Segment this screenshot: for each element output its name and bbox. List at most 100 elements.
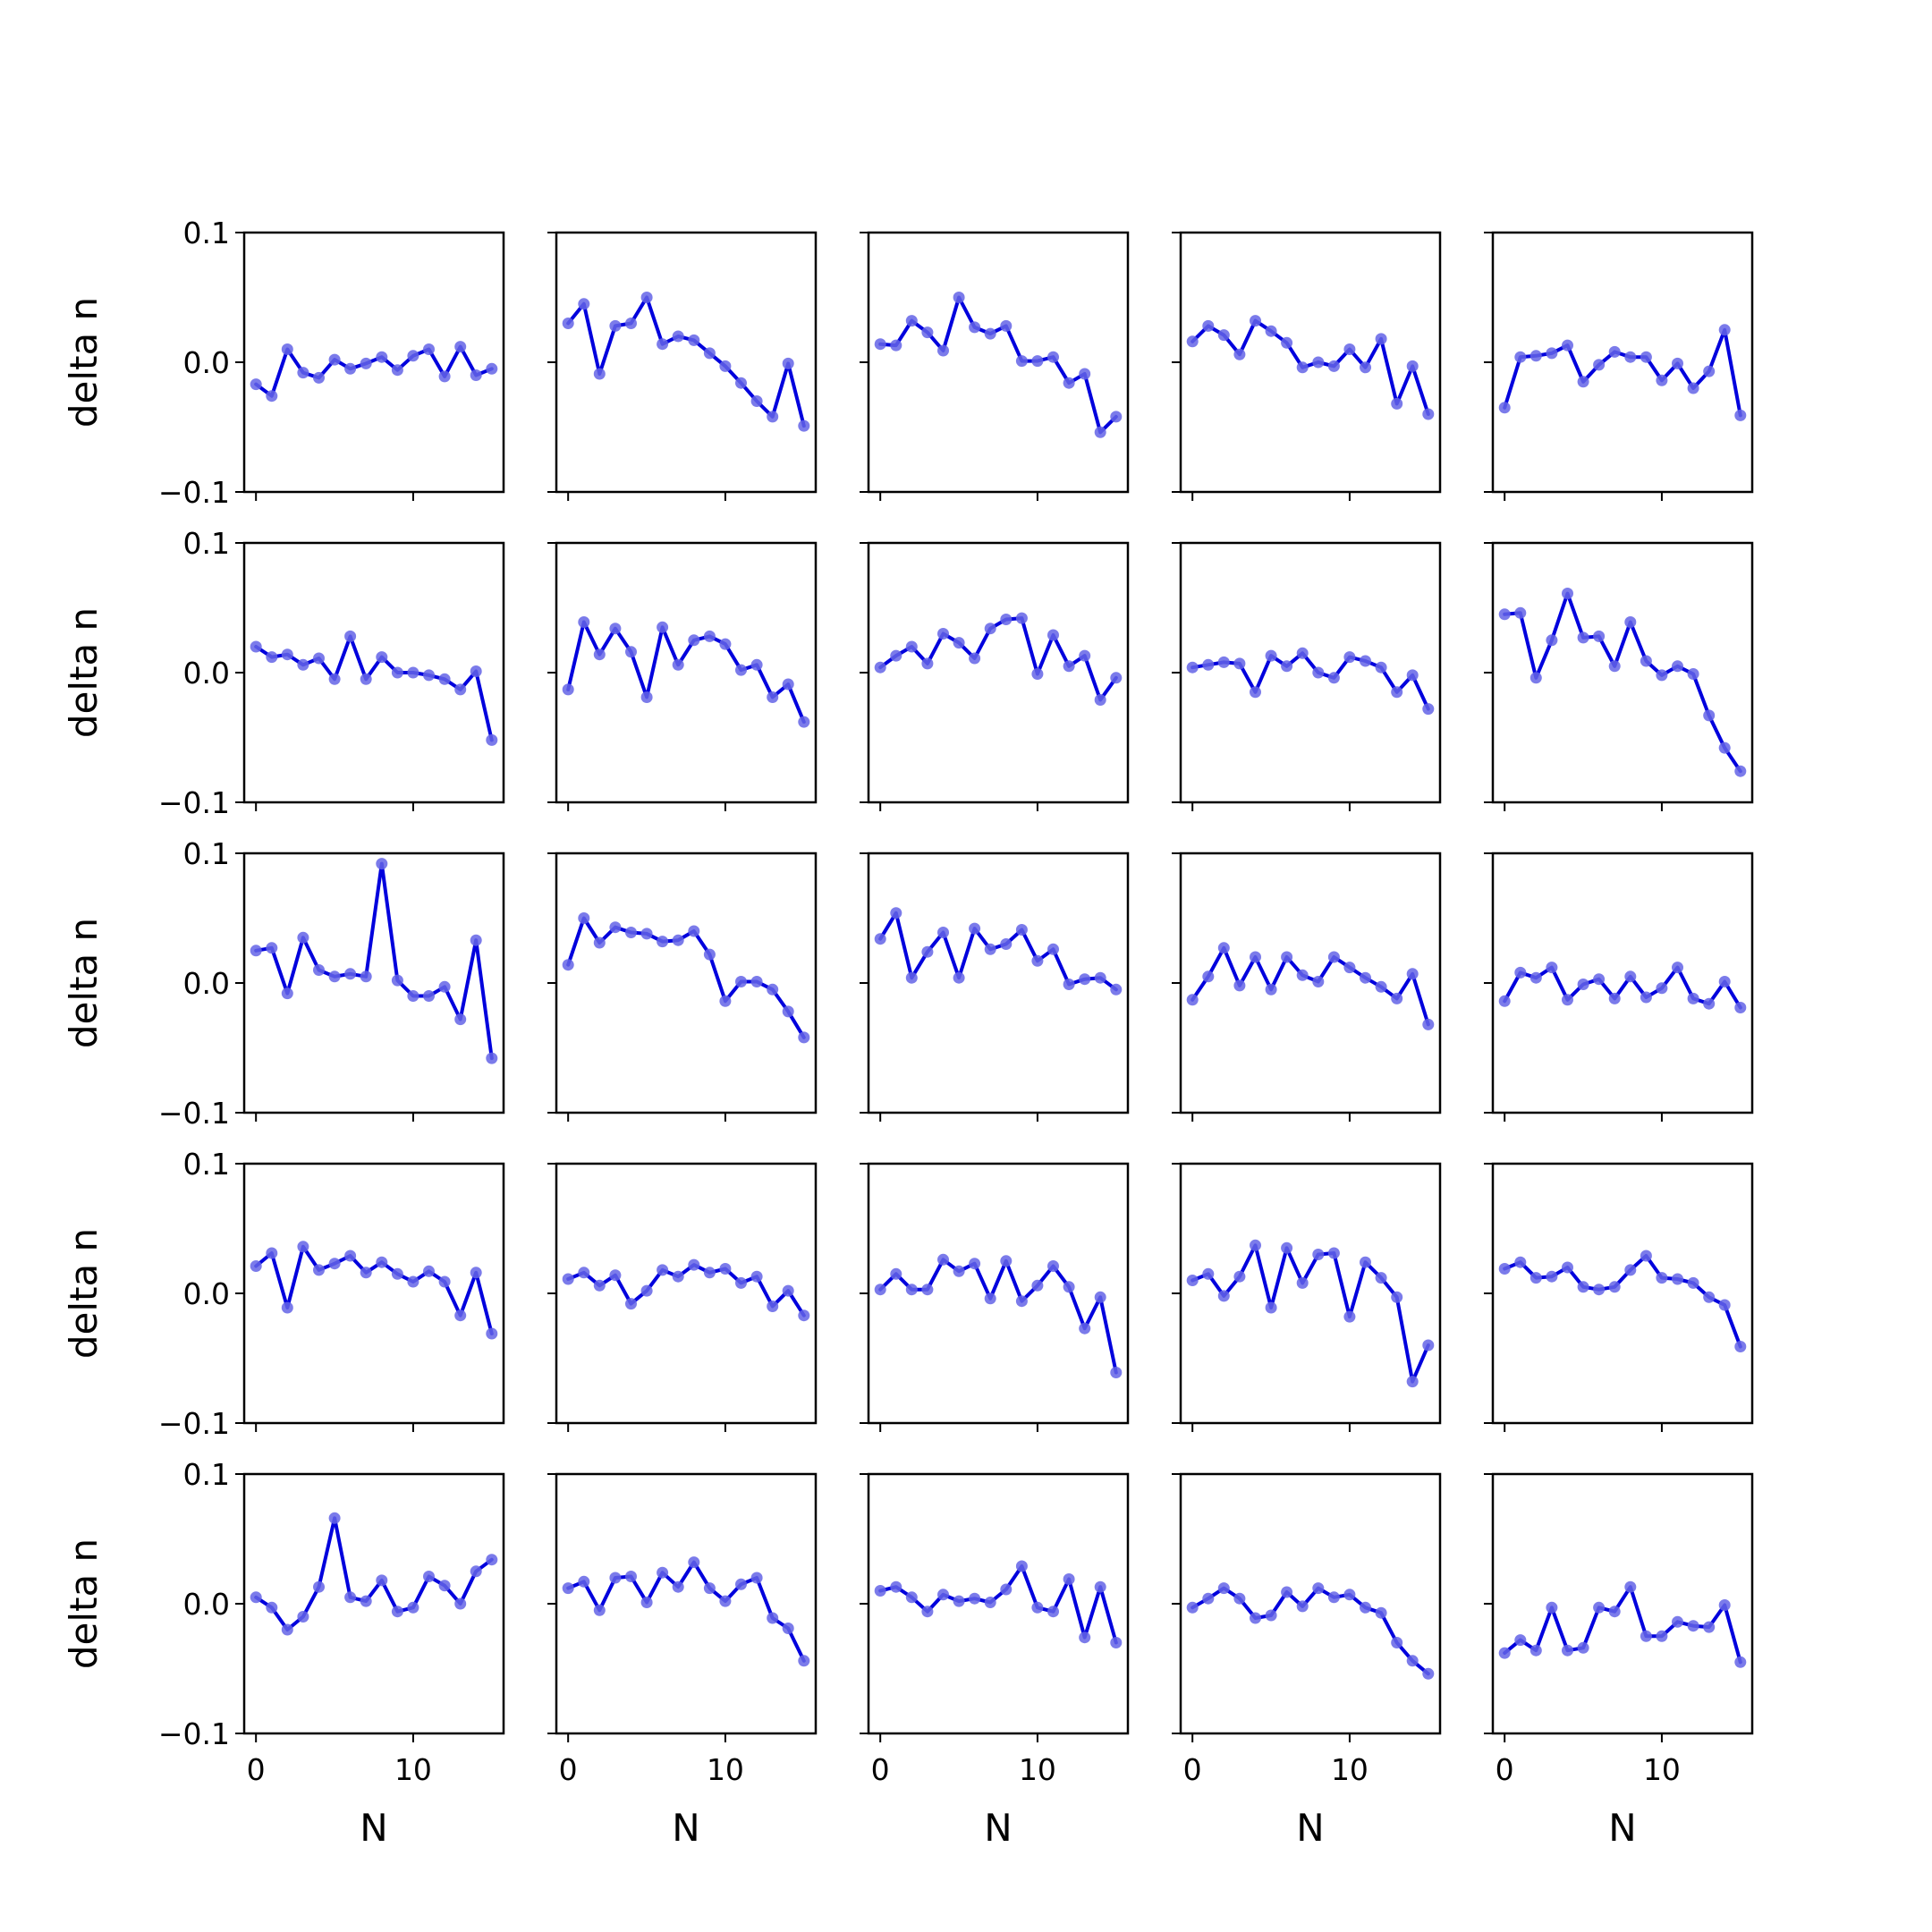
- data-point: [1250, 1612, 1261, 1624]
- data-point: [688, 1258, 700, 1271]
- data-point: [625, 1571, 637, 1582]
- data-point: [376, 1574, 388, 1587]
- y-tick-label: −0.1: [158, 1716, 230, 1751]
- data-point: [360, 1267, 372, 1279]
- data-point: [328, 353, 341, 366]
- data-point: [750, 1270, 763, 1283]
- data-point: [1296, 1600, 1309, 1613]
- data-point: [1562, 1644, 1573, 1657]
- data-point: [407, 350, 419, 362]
- subplot-r1-c4: [1172, 231, 1442, 501]
- subplot-r2-c3: [860, 541, 1130, 811]
- y-tick-label: −0.1: [158, 1406, 230, 1441]
- data-point: [1577, 979, 1589, 990]
- data-point: [1281, 336, 1293, 349]
- data-point: [313, 371, 325, 384]
- data-point: [376, 651, 388, 664]
- data-point: [1406, 360, 1419, 372]
- data-point: [1281, 1586, 1293, 1598]
- data-point: [454, 341, 467, 353]
- x-tick-label: 10: [1331, 1752, 1368, 1787]
- data-point: [1327, 672, 1340, 684]
- subplot-r2-c5: [1484, 541, 1754, 811]
- data-point: [1202, 1267, 1215, 1280]
- data-point: [1530, 672, 1542, 684]
- data-point: [1000, 614, 1013, 625]
- data-point: [1217, 329, 1230, 342]
- data-point: [1233, 657, 1246, 670]
- data-point: [1656, 669, 1668, 682]
- data-point: [657, 338, 669, 351]
- data-point: [1186, 335, 1199, 348]
- data-point: [1110, 411, 1123, 423]
- axes-frame: [1179, 852, 1442, 1114]
- data-point: [1281, 660, 1293, 673]
- data-point: [593, 1279, 606, 1292]
- data-point: [1687, 1620, 1699, 1632]
- data-point: [1015, 1560, 1028, 1572]
- data-point: [703, 347, 716, 360]
- data-point: [1546, 962, 1558, 974]
- y-tick-label: 0.1: [183, 526, 230, 561]
- axes-frame: [1179, 1472, 1442, 1735]
- data-point: [266, 651, 278, 664]
- data-point: [874, 338, 886, 351]
- data-point: [1703, 709, 1716, 722]
- data-point: [937, 344, 949, 357]
- data-point: [470, 1267, 482, 1279]
- data-point: [344, 1250, 357, 1262]
- series-line: [254, 1516, 494, 1631]
- data-point: [360, 673, 372, 685]
- data-point: [1656, 982, 1668, 995]
- data-point: [1498, 608, 1511, 621]
- data-point: [1718, 976, 1731, 987]
- data-point: [1577, 1281, 1589, 1293]
- subplot-r5-c4: 0 10N: [1172, 1472, 1442, 1850]
- data-point: [297, 367, 309, 379]
- data-point: [609, 623, 622, 635]
- data-point: [1094, 426, 1106, 438]
- data-point: [953, 1595, 965, 1607]
- series-line: [1503, 1254, 1742, 1349]
- data-point: [767, 691, 779, 703]
- data-point: [407, 666, 419, 679]
- data-point: [328, 1512, 341, 1524]
- data-point: [1391, 1637, 1403, 1648]
- x-tick-label: 0: [559, 1752, 578, 1787]
- subplot-r2-c1: −0.1 0.0 0.1 delta n: [62, 526, 505, 820]
- data-point: [984, 1292, 996, 1305]
- data-point: [391, 364, 403, 377]
- data-point: [1391, 992, 1403, 1004]
- data-point: [1327, 951, 1340, 963]
- axes-frame: [555, 1162, 818, 1425]
- data-point: [438, 980, 451, 993]
- data-point: [376, 1256, 388, 1268]
- data-point: [1406, 968, 1419, 980]
- data-point: [281, 1301, 293, 1314]
- data-point: [578, 912, 590, 924]
- series-line: [1191, 318, 1430, 416]
- y-axis-label: delta n: [62, 1538, 106, 1669]
- data-point: [874, 1284, 886, 1296]
- data-point: [1672, 962, 1683, 974]
- data-point: [703, 1267, 716, 1279]
- data-point: [1327, 360, 1340, 372]
- data-point: [672, 330, 684, 343]
- data-point: [1079, 368, 1091, 380]
- x-tick-label: 10: [707, 1752, 744, 1787]
- data-point: [1656, 1630, 1668, 1642]
- series-line: [566, 1560, 806, 1663]
- y-tick-label: 0.1: [183, 836, 230, 871]
- data-point: [1656, 1272, 1668, 1284]
- data-point: [1562, 339, 1573, 352]
- data-point: [486, 1327, 498, 1340]
- data-point: [1593, 1601, 1606, 1614]
- axes-frame: [867, 1472, 1130, 1735]
- data-point: [657, 1566, 669, 1579]
- data-point: [250, 945, 262, 957]
- series-line: [254, 1244, 494, 1335]
- data-point: [1608, 660, 1621, 673]
- data-point: [1233, 1592, 1246, 1605]
- data-point: [798, 1309, 810, 1322]
- data-point: [578, 298, 590, 310]
